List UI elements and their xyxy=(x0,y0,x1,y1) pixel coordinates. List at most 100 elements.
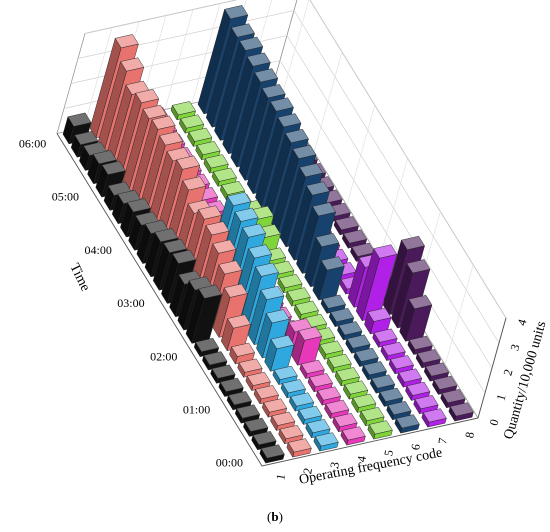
y-gridline xyxy=(313,51,343,153)
bar-top xyxy=(227,314,252,329)
bar xyxy=(380,341,406,362)
x-axis-title: Operating frequency code xyxy=(298,445,444,487)
bar-top xyxy=(255,385,279,400)
bar-top xyxy=(292,144,317,159)
bar-top xyxy=(151,115,176,130)
bar xyxy=(226,391,252,411)
bar-top xyxy=(322,294,346,309)
bar-top xyxy=(279,425,304,440)
bar-top xyxy=(263,398,288,413)
bar-top xyxy=(408,295,433,310)
bar xyxy=(280,379,306,399)
bar-top xyxy=(344,380,369,395)
bar xyxy=(277,274,303,294)
bar xyxy=(261,398,288,418)
y-gridline xyxy=(444,264,474,365)
bar-top xyxy=(213,167,237,182)
bar-top xyxy=(371,374,396,389)
z-tick-label: 4 xyxy=(514,318,529,328)
bar-top xyxy=(101,160,126,175)
bar-top xyxy=(254,68,279,83)
bar-top xyxy=(273,365,298,380)
bar xyxy=(350,242,376,263)
z-tick-label: 0 xyxy=(486,418,501,428)
bar-top xyxy=(395,414,420,429)
bar-top xyxy=(120,57,145,72)
y-gridline xyxy=(280,0,310,99)
bar-top xyxy=(203,351,228,366)
bar-top xyxy=(406,259,431,274)
bar xyxy=(185,284,223,344)
caption-close: ) xyxy=(278,509,283,524)
bar-top xyxy=(260,285,285,300)
bar-top xyxy=(341,426,366,441)
bar xyxy=(286,438,312,458)
bar-top xyxy=(425,362,450,377)
bar-top xyxy=(320,256,345,271)
bar xyxy=(211,167,237,187)
bar xyxy=(334,367,360,387)
caption-open: ( xyxy=(267,509,272,524)
x-tick-label: 1 xyxy=(273,473,288,481)
z-axis-line xyxy=(477,317,507,419)
bar-top xyxy=(360,407,385,422)
x-gridline xyxy=(83,27,113,128)
bar xyxy=(178,114,205,134)
y-tick-label: 03:00 xyxy=(117,296,144,310)
z-tick-label: 3 xyxy=(507,343,522,353)
bar-top xyxy=(327,353,352,368)
bar-top xyxy=(223,283,248,298)
bar-top xyxy=(242,223,267,238)
bar-top xyxy=(449,402,474,417)
bar xyxy=(413,395,439,415)
bar xyxy=(328,307,355,328)
bar-top xyxy=(309,373,333,388)
chart-frame xyxy=(56,133,507,467)
y-tick-label: 01:00 xyxy=(183,402,210,416)
bar-top xyxy=(172,101,196,116)
bar xyxy=(307,373,333,393)
bar-top xyxy=(330,307,355,322)
bar xyxy=(440,389,466,409)
bar-top xyxy=(270,335,295,350)
caption-letter: b xyxy=(271,509,279,524)
bar-top xyxy=(373,328,398,343)
bar xyxy=(312,256,345,301)
y-tick-label: 06:00 xyxy=(19,136,46,150)
bar-top xyxy=(306,419,331,434)
bar xyxy=(203,154,229,174)
bar xyxy=(253,385,279,405)
bar xyxy=(421,408,447,428)
bar-top xyxy=(306,181,330,196)
bar-top xyxy=(252,431,277,446)
bar xyxy=(378,387,404,408)
y-tick-label: 02:00 xyxy=(150,349,177,363)
bar-top xyxy=(159,131,184,146)
bar-top xyxy=(198,284,223,299)
bar-top xyxy=(231,342,256,357)
bar xyxy=(293,300,319,320)
bar-top xyxy=(278,274,303,289)
bar xyxy=(407,335,433,356)
z-gridline xyxy=(77,10,500,344)
bar-top xyxy=(398,368,423,383)
bar xyxy=(315,386,342,406)
bar xyxy=(364,307,392,335)
bar-top xyxy=(172,249,197,264)
bar-top xyxy=(182,176,207,191)
bar-top xyxy=(317,386,342,401)
bar-top xyxy=(180,114,205,129)
bar-top xyxy=(363,361,387,376)
bar-top xyxy=(196,141,221,156)
bar xyxy=(243,417,269,438)
bar xyxy=(423,362,450,382)
x-tick-label: 4 xyxy=(354,455,369,463)
bar-top xyxy=(127,198,151,213)
bar-top xyxy=(299,163,324,178)
bar xyxy=(170,101,196,121)
y-axis-title: Time xyxy=(66,261,92,294)
bar-top xyxy=(212,239,237,254)
bar-top xyxy=(255,262,279,277)
bar xyxy=(270,411,296,432)
